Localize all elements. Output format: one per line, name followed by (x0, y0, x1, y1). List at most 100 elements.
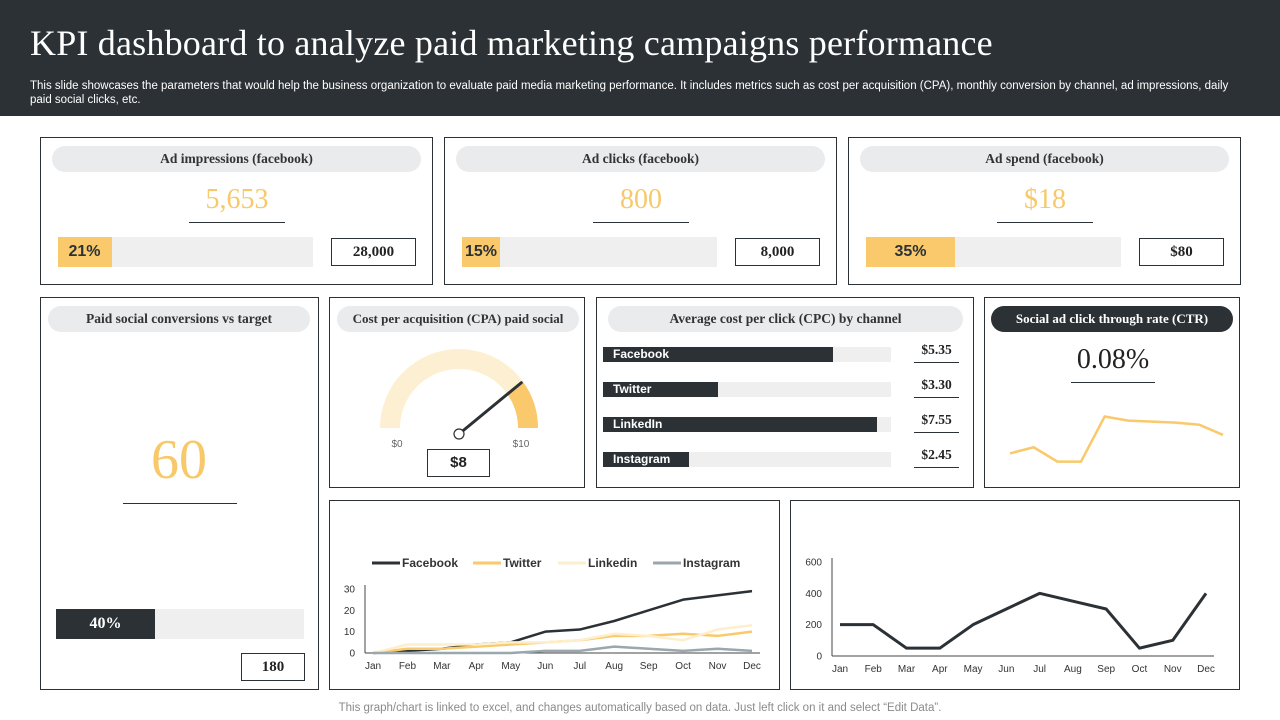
x-tick-label: Apr (469, 661, 485, 672)
x-tick-label: Feb (865, 664, 883, 675)
kpi-title: Ad clicks (facebook) (456, 146, 825, 172)
conversions-title: Paid social conversions vs target (48, 306, 310, 332)
cpc-channel-value: $5.35 (921, 342, 952, 357)
kpi-progress-bar: 35% (866, 237, 1121, 267)
ctr-title: Social ad click through rate (CTR) (991, 306, 1233, 332)
cpc-channel-value: $3.30 (921, 377, 952, 392)
x-tick-label: Sep (1097, 664, 1115, 675)
y-tick-label: 0 (816, 652, 822, 663)
ctr-value: 0.08% (1076, 344, 1150, 375)
kpi-progress-label: 35% (894, 243, 927, 260)
y-tick-label: 200 (805, 620, 822, 631)
monthly-line-chart: 0 200 400 600 Jan Feb Mar Apr May Jun Jul Aug Sep Oct… (805, 558, 1215, 676)
cpa-gauge: $0 $10 (380, 349, 538, 450)
ctr-series-line (1009, 415, 1224, 463)
legend-label: Twitter (503, 556, 542, 570)
cpa-title: Cost per acquisition (CPA) paid social (337, 306, 579, 332)
kpi-progress-fill (58, 237, 112, 267)
cpc-channel-value: $2.45 (921, 447, 952, 462)
ctr-value-underline (1071, 382, 1155, 383)
cpc-bar-fill (603, 347, 834, 362)
y-tick-label: 20 (344, 606, 356, 617)
legend-label: Facebook (402, 556, 458, 570)
cpc-bar-fill (603, 452, 690, 467)
cpc-value-underline (914, 397, 959, 398)
header-banner: KPI dashboard to analyze paid marketing … (0, 0, 1280, 116)
cpa-card: Cost per acquisition (CPA) paid social $… (329, 297, 585, 488)
monthly-line-chart-card: 0 200 400 600 Jan Feb Mar Apr May Jun Jul Aug Sep Oct… (790, 500, 1240, 690)
cpc-title: Average cost per click (CPC) by channel (608, 306, 963, 332)
series-line-linkedin (372, 624, 753, 655)
x-tick-label: Nov (709, 661, 727, 672)
kpi-value: $18 (1024, 184, 1066, 215)
cpc-bar-instagram: Instagram (603, 452, 891, 467)
kpi-progress-fill (866, 237, 956, 267)
kpi-progress-label: 21% (68, 243, 101, 260)
cpc-value-underline (914, 467, 959, 468)
x-tick-label: Jan (365, 661, 381, 672)
kpi-progress-fill (462, 237, 501, 267)
x-tick-label: May (964, 664, 983, 675)
x-tick-label: Oct (675, 661, 691, 672)
x-tick-label: Jul (1033, 664, 1046, 675)
kpi-progress-label: 15% (464, 243, 498, 260)
kpi-progress-bar: 15% (462, 237, 717, 267)
cpc-bar-fill (603, 417, 877, 432)
kpi-card-ad-clicks: Ad clicks (facebook) 800 15% 8,000 (444, 137, 837, 285)
x-tick-label: Dec (743, 661, 761, 672)
ctr-card: Social ad click through rate (CTR) 0.08% (984, 297, 1240, 488)
series-line-instagram (373, 645, 753, 655)
x-tick-label: Jun (998, 664, 1014, 675)
gauge-needle (457, 381, 523, 436)
kpi-value: 800 (620, 184, 662, 215)
x-tick-label: Mar (898, 664, 916, 675)
cpc-channel-name: Twitter (613, 382, 652, 396)
conversions-target: 180 (241, 653, 305, 681)
cpc-channel-name: Instagram (613, 452, 671, 466)
cpc-bar-fill (603, 382, 719, 397)
conversions-card: Paid social conversions vs target 60 40%… (40, 297, 319, 690)
x-tick-label: Dec (1197, 664, 1215, 675)
gauge-pivot (453, 428, 465, 440)
cpc-value-underline (914, 362, 959, 363)
x-tick-label: Oct (1132, 664, 1148, 675)
y-tick-label: 600 (805, 558, 822, 569)
kpi-target: 8,000 (735, 238, 820, 266)
gauge-track (380, 349, 538, 428)
y-tick-label: 0 (349, 649, 355, 660)
x-tick-label: Apr (932, 664, 948, 675)
kpi-progress-bar: 21% (58, 237, 313, 267)
conversions-value: 60 (151, 429, 207, 491)
kpi-value-underline (189, 222, 285, 223)
legend-label: Linkedin (588, 556, 637, 570)
cpc-bar-linkedin: LinkedIn (603, 417, 891, 432)
conversions-progress-bar: 40% (56, 609, 304, 639)
gauge-max-label: $10 (513, 439, 530, 450)
kpi-card-ad-impressions: Ad impressions (facebook) 5,653 21% 28,0… (40, 137, 433, 285)
ctr-sparkline (1009, 415, 1224, 463)
cpc-value-underline (914, 432, 959, 433)
kpi-target: $80 (1139, 238, 1224, 266)
kpi-title: Ad spend (facebook) (860, 146, 1229, 172)
cpc-bar-twitter: Twitter (603, 382, 891, 397)
x-tick-label: Sep (640, 661, 658, 672)
channel-line-chart-card: 0 10 20 30 Jan Feb Mar Apr May Jun Jul Aug Sep Oct Nov… (329, 500, 780, 690)
x-tick-label: Jan (832, 664, 848, 675)
cpa-value: $8 (427, 449, 490, 477)
x-tick-label: May (501, 661, 520, 672)
legend-label: Instagram (683, 556, 740, 570)
x-tick-label: Aug (605, 661, 623, 672)
conversions-underline (123, 503, 237, 504)
gauge-min-label: $0 (391, 439, 403, 450)
x-tick-label: Jun (537, 661, 553, 672)
cpc-card: Average cost per click (CPC) by channel … (596, 297, 974, 488)
footer-note: This graph/chart is linked to excel, and… (338, 702, 942, 714)
kpi-value-underline (593, 222, 689, 223)
cpc-channel-name: Facebook (613, 347, 670, 361)
cpc-channel-value: $7.55 (921, 412, 952, 427)
conversions-progress-fill (56, 609, 156, 639)
y-tick-label: 400 (805, 589, 822, 600)
kpi-title: Ad impressions (facebook) (52, 146, 421, 172)
y-tick-label: 10 (344, 627, 356, 638)
page-description: This slide showcases the parameters that… (30, 80, 1229, 106)
